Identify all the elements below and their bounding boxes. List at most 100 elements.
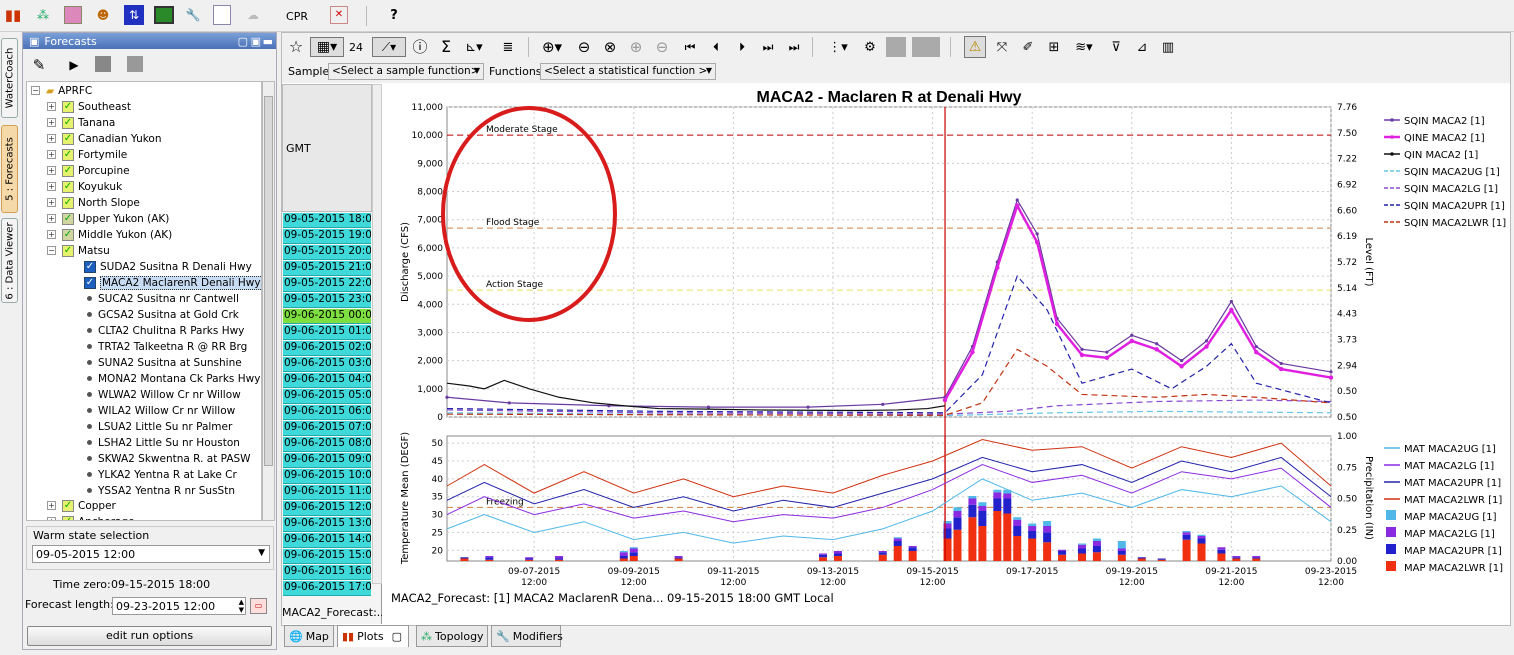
warning-icon[interactable]: ⚠ <box>964 36 986 58</box>
star-icon[interactable]: ☆ <box>288 37 304 56</box>
filter-icon[interactable]: ⊽ <box>1111 39 1121 55</box>
tree-station[interactable]: YLKA2 Yentna R at Lake Cr <box>84 467 237 482</box>
tree-station[interactable]: CLTA2 Chulitna R Parks Hwy <box>84 323 244 338</box>
table-row[interactable]: 09-06-2015 04:00 <box>283 373 371 388</box>
edit-icon[interactable]: ✎ <box>32 55 46 74</box>
tree-station[interactable]: WLWA2 Willow Cr nr Willow <box>84 387 241 402</box>
arrows-icon[interactable]: ⇅ <box>124 5 144 25</box>
tree-group[interactable]: + ✓ Anchorage <box>47 514 135 520</box>
threshold-icon[interactable]: ⤧ <box>996 39 1008 55</box>
tree-group[interactable]: + ✓ Southeast <box>47 99 131 114</box>
map-icon[interactable] <box>64 6 82 24</box>
restore-icon[interactable]: ▢ <box>237 34 248 48</box>
tab-modifiers[interactable]: 🔧 Modifiers <box>491 625 563 647</box>
tree-group[interactable]: − ✓ Matsu <box>47 243 110 258</box>
monitor-icon[interactable] <box>154 6 174 24</box>
tree-station[interactable]: MONA2 Montana Ck Parks Hwy <box>84 371 260 386</box>
tab-topology[interactable]: ⁂ Topology <box>416 625 488 647</box>
sort-icon[interactable]: ≣ <box>502 39 514 55</box>
checkbox[interactable]: ✓ <box>62 228 74 241</box>
expand-icon[interactable]: + <box>47 134 56 143</box>
table-row[interactable]: 09-05-2015 20:00 <box>283 245 371 260</box>
user-icon[interactable]: ☻ <box>96 8 110 22</box>
table-row[interactable]: 09-06-2015 14:00 <box>283 533 371 548</box>
close-icon[interactable]: ▢ <box>391 630 402 643</box>
line-chart-icon[interactable]: ⟋▾ <box>372 37 406 57</box>
checkbox[interactable]: ✓ <box>62 515 74 520</box>
tree-station[interactable]: WILA2 Willow Cr nr Willow <box>84 403 235 418</box>
table-row[interactable]: 09-06-2015 06:00 <box>283 405 371 420</box>
zoom-next-icon[interactable]: ⊖ <box>655 37 669 56</box>
points-count[interactable]: 24 <box>349 40 363 54</box>
tree-station[interactable]: LSHA2 Little Su nr Houston <box>84 435 240 450</box>
table-row[interactable]: 09-06-2015 12:00 <box>283 501 371 516</box>
checkbox[interactable]: ✓ <box>62 148 74 161</box>
expand-icon[interactable]: + <box>47 102 56 111</box>
zoom-fit-icon[interactable]: ⊗ <box>603 37 617 56</box>
expand-icon[interactable]: − <box>47 246 56 255</box>
tree-group[interactable]: + ✓ Copper <box>47 498 116 513</box>
last-icon[interactable]: ⏭ <box>788 40 800 54</box>
tree-group[interactable]: + ✓ Fortymile <box>47 147 127 162</box>
edit-series-icon[interactable]: ✐ <box>1022 39 1034 55</box>
tree-station[interactable]: SUCA2 Susitna nr Cantwell <box>84 291 239 306</box>
functions-select[interactable]: <Select a statistical function > ▼ <box>540 63 716 80</box>
table-row[interactable]: 09-06-2015 13:00 <box>283 517 371 532</box>
tree-station[interactable]: ✓ SUDA2 Susitna R Denali Hwy <box>84 259 252 274</box>
checkbox[interactable]: ✓ <box>62 100 74 113</box>
table-row[interactable]: 09-06-2015 02:00 <box>283 341 371 356</box>
spinner-icon[interactable]: ▲ ▼ <box>238 598 244 614</box>
checkbox[interactable]: ✓ <box>62 132 74 145</box>
checkbox[interactable]: ✓ <box>84 260 96 273</box>
table-row[interactable]: 09-05-2015 18:00 <box>283 213 371 228</box>
first-icon[interactable]: ⏮ <box>684 40 696 54</box>
tree-root[interactable]: − ▰ APRFC <box>31 83 92 98</box>
warm-state-select[interactable]: 09-05-2015 12:00 ▼ <box>32 545 270 563</box>
tree-station[interactable]: ✓ MACA2 MaclarenR Denali Hwy <box>84 275 261 290</box>
table-row[interactable]: 09-06-2015 10:00 <box>283 469 371 484</box>
tree-station[interactable]: GCSA2 Susitna at Gold Crk <box>84 307 239 322</box>
tree-group[interactable]: + ✓ Upper Yukon (AK) <box>47 211 169 226</box>
tree-group[interactable]: + ✓ Tanana <box>47 115 115 130</box>
table-row[interactable]: 09-05-2015 21:00 <box>283 261 371 276</box>
checkbox[interactable]: ✓ <box>84 276 96 289</box>
tree-station[interactable]: SKWA2 Skwentna R. at PASW <box>84 451 251 466</box>
table-row[interactable]: 09-05-2015 23:00 <box>283 293 371 308</box>
checkbox[interactable]: ✓ <box>62 164 74 177</box>
calendar-icon[interactable]: ▭ <box>250 598 267 614</box>
forecast-length-field[interactable]: 09-23-2015 12:00 ▲ ▼ <box>112 597 246 615</box>
table-row[interactable]: 09-06-2015 16:00 <box>283 565 371 580</box>
tree-scrollbar[interactable] <box>262 81 275 521</box>
expand-icon[interactable]: + <box>47 501 56 510</box>
table-row[interactable]: 09-06-2015 17:00 <box>283 581 371 596</box>
checkbox[interactable]: ✓ <box>62 196 74 209</box>
save-icon[interactable] <box>95 56 111 72</box>
next-icon[interactable]: ⏵ <box>738 40 745 54</box>
zoom-in-icon[interactable]: ⊕▾ <box>541 37 563 56</box>
tree-station[interactable]: SUNA2 Susitna at Sunshine <box>84 355 242 370</box>
tree-station[interactable]: LSUA2 Little Su nr Palmer <box>84 419 232 434</box>
scatter-icon[interactable]: ⊞ <box>1048 39 1060 55</box>
copy-plot-icon[interactable] <box>886 37 906 57</box>
run-icon[interactable]: ▶ <box>69 58 79 72</box>
document-icon[interactable] <box>213 5 231 25</box>
tree-station[interactable]: TRTA2 Talkeetna R @ RR Brg <box>84 339 247 354</box>
collapse-icon[interactable]: − <box>31 86 40 95</box>
hydrograph-icon[interactable]: ⚙ <box>864 39 876 55</box>
tree-group[interactable]: + ✓ Porcupine <box>47 163 130 178</box>
legend-icon[interactable]: ⋮▾ <box>828 39 848 55</box>
checkbox[interactable]: ✓ <box>62 180 74 193</box>
sample-select[interactable]: <Select a sample function> ▼ <box>328 63 484 80</box>
tab-forecasts[interactable]: 5 : Forecasts <box>1 125 18 213</box>
maximize-icon[interactable]: ▣ <box>250 34 261 48</box>
expand-icon[interactable]: + <box>47 118 56 127</box>
checkbox[interactable]: ✓ <box>62 116 74 129</box>
expand-icon[interactable]: + <box>47 182 56 191</box>
zoom-out-icon[interactable]: ⊖ <box>577 37 591 56</box>
tree-group[interactable]: + ✓ Koyukuk <box>47 179 122 194</box>
checkbox[interactable]: ✓ <box>62 212 74 225</box>
checkbox[interactable]: ✓ <box>62 499 74 512</box>
table-row[interactable]: 09-06-2015 05:00 <box>283 389 371 404</box>
expand-icon[interactable]: + <box>47 198 56 207</box>
table-icon[interactable]: ▦▾ <box>310 37 344 57</box>
